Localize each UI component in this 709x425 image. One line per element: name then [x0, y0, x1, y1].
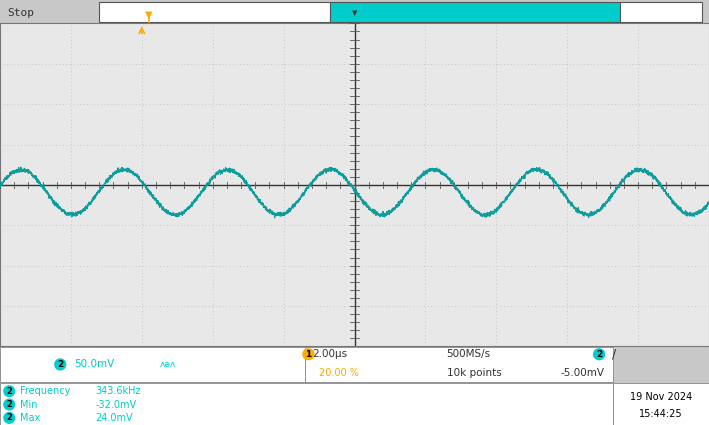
- Text: 500MS/s: 500MS/s: [447, 349, 491, 359]
- Text: 2: 2: [6, 400, 12, 409]
- Text: Frequency: Frequency: [20, 386, 70, 396]
- Text: Min: Min: [20, 400, 38, 410]
- Bar: [330, 2, 620, 22]
- Text: 2: 2: [57, 360, 63, 369]
- Text: ▼: ▼: [352, 10, 357, 16]
- Text: 2: 2: [596, 350, 602, 359]
- Text: -32.0mV: -32.0mV: [96, 400, 137, 410]
- Text: 1: 1: [306, 350, 311, 359]
- Text: 15:44:25: 15:44:25: [639, 409, 683, 419]
- Text: 50.0mV: 50.0mV: [74, 360, 115, 369]
- Text: Stop: Stop: [7, 8, 34, 18]
- Text: ▼: ▼: [145, 10, 152, 20]
- Text: 20.00 %: 20.00 %: [319, 368, 359, 378]
- Text: /: /: [612, 348, 616, 361]
- Text: 343.6kHz: 343.6kHz: [96, 386, 141, 396]
- Text: 24.0mV: 24.0mV: [96, 413, 133, 423]
- Text: 2: 2: [6, 414, 12, 422]
- Bar: [620, 2, 702, 22]
- FancyBboxPatch shape: [0, 347, 305, 382]
- FancyBboxPatch shape: [613, 382, 709, 425]
- Text: 10k points: 10k points: [447, 368, 501, 378]
- Text: -5.00mV: -5.00mV: [560, 368, 604, 378]
- FancyBboxPatch shape: [0, 382, 613, 425]
- Text: ʌəʌ: ʌəʌ: [160, 360, 176, 369]
- Text: 19 Nov 2024: 19 Nov 2024: [630, 392, 692, 402]
- Text: 2.00μs: 2.00μs: [312, 349, 347, 359]
- Text: 2: 2: [6, 387, 12, 396]
- Bar: [99, 2, 330, 22]
- FancyBboxPatch shape: [305, 347, 613, 382]
- Text: Max: Max: [20, 413, 40, 423]
